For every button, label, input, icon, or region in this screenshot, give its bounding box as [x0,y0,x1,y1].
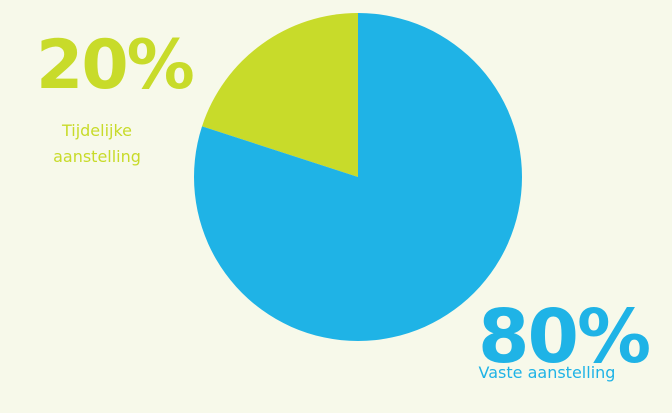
value-label-vaste: 80% [478,294,651,380]
slice-label-vaste: Vaste aanstelling [458,360,636,386]
slice-label-tijdelijke: Tijdelijke aanstelling [38,118,156,170]
slice-label-tijdelijke-line-2: aanstelling [53,147,141,166]
slice-label-vaste-line-1: Vaste aanstelling [478,363,616,382]
pie-slice-vaste [194,12,523,341]
slice-label-tijdelijke-line-1: Tijdelijke [61,121,133,140]
value-label-tijdelijke: 20% [36,26,195,105]
pie-slice-tijdelijke [202,13,358,177]
